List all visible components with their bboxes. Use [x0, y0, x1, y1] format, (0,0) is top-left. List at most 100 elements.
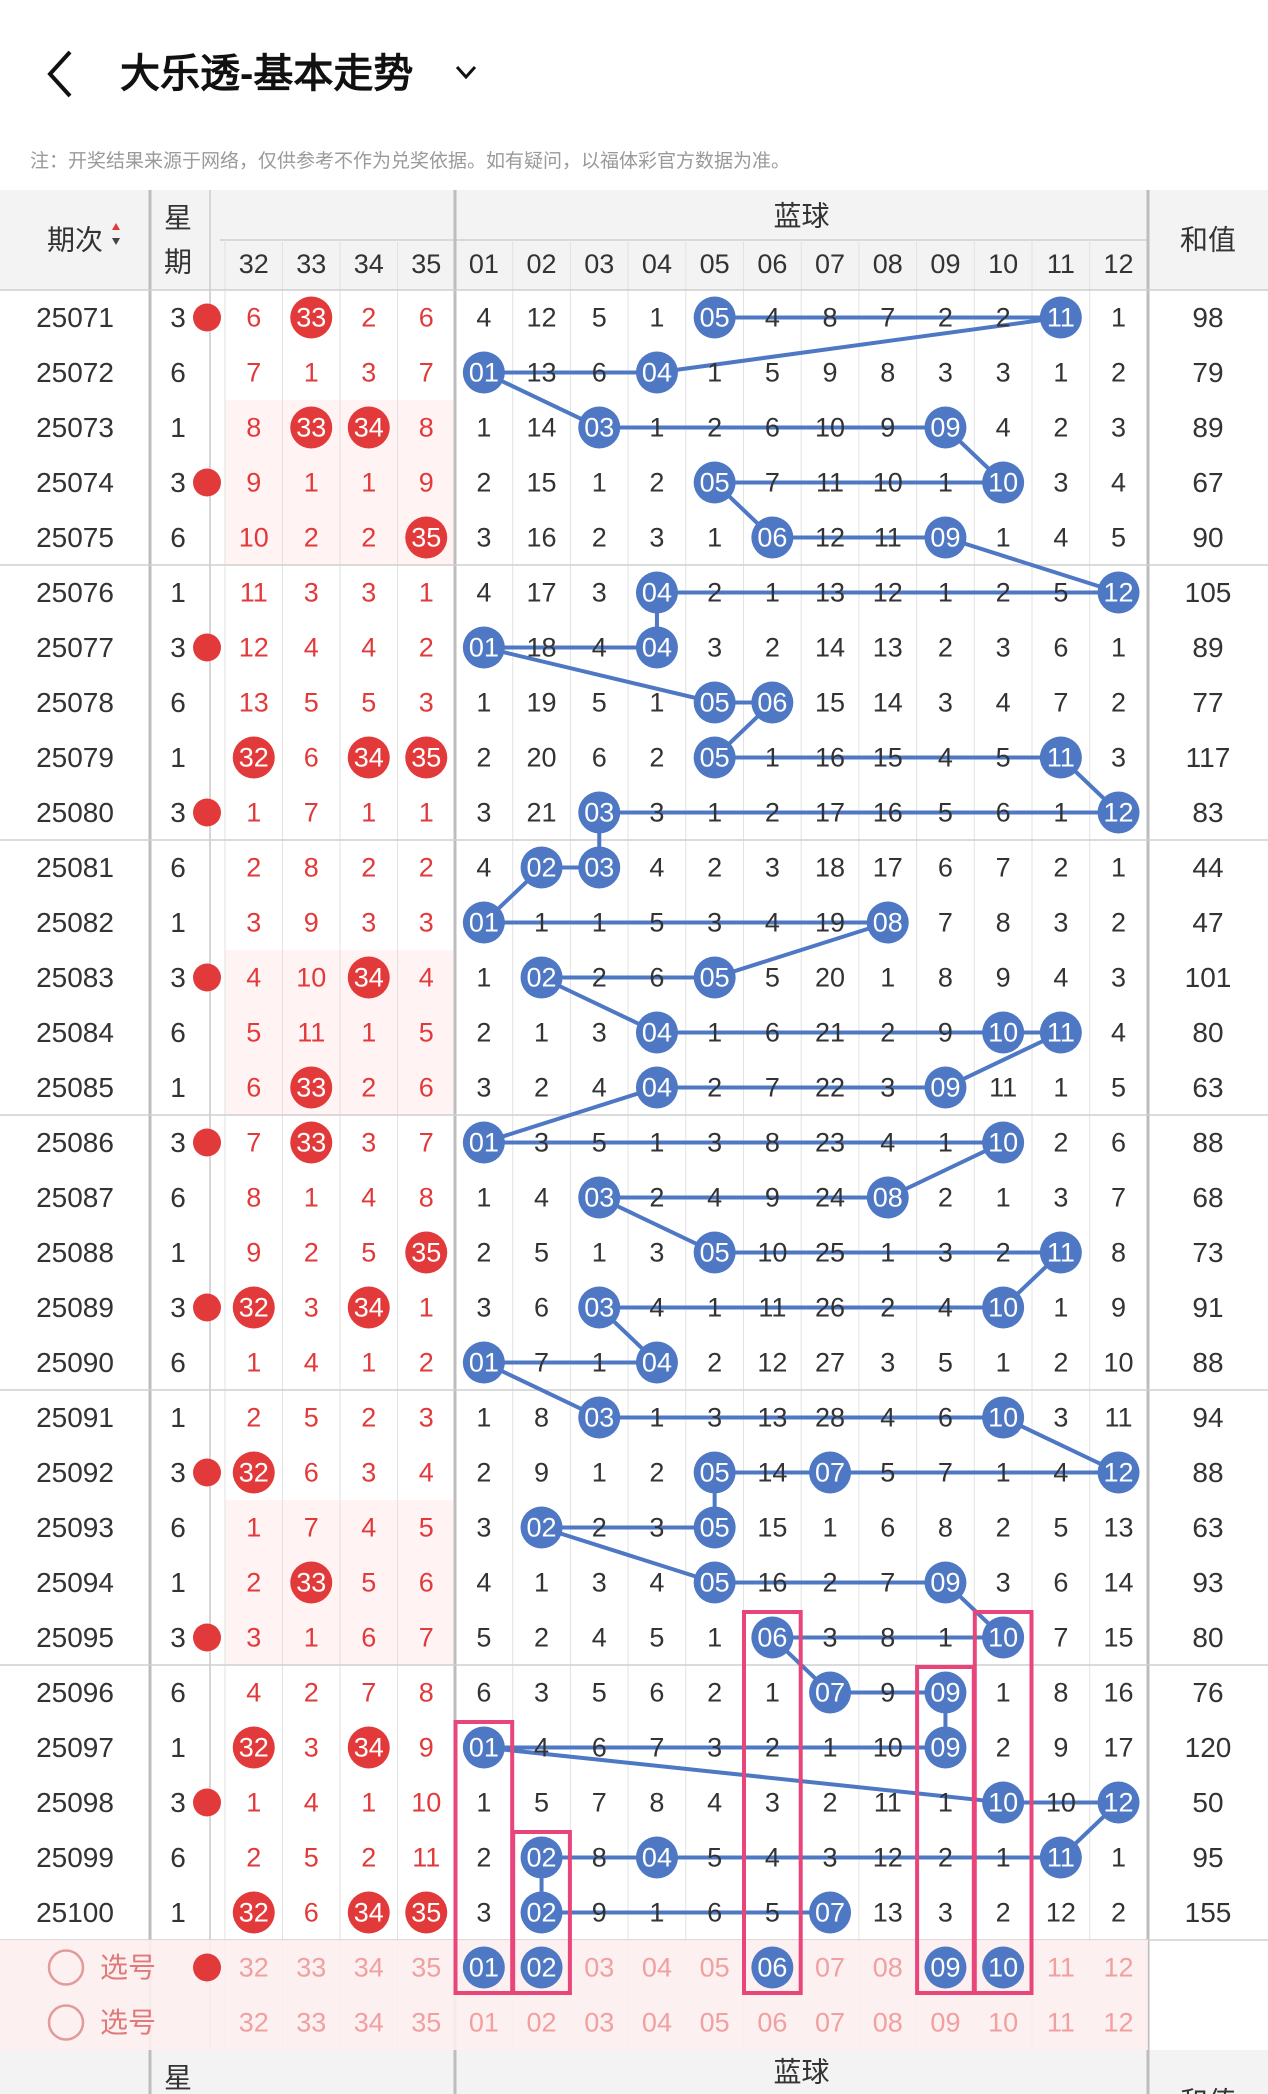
blue-number-header: 10 — [988, 249, 1018, 279]
pick-blue-number[interactable]: 01 — [469, 2008, 499, 2038]
blue-miss-count: 1 — [476, 1788, 491, 1818]
blue-miss-count: 1 — [476, 1403, 491, 1433]
blue-hit-number: 02 — [527, 963, 557, 993]
row-week: 1 — [170, 1567, 186, 1598]
blue-hit-ball — [924, 1671, 967, 1714]
front-miss-count: 3 — [246, 908, 261, 938]
blue-miss-count: 3 — [476, 1898, 491, 1928]
chevron-down-icon[interactable] — [452, 58, 480, 86]
pick-label: 选号 — [100, 1952, 156, 1983]
pick-blue-number[interactable]: 02 — [527, 1953, 557, 1983]
blue-miss-count: 2 — [996, 1898, 1011, 1928]
blue-miss-count: 24 — [815, 1183, 845, 1213]
sort-down-icon[interactable] — [112, 238, 120, 245]
blue-hit-ball — [809, 1451, 852, 1494]
blue-hit-number: 09 — [930, 1678, 960, 1708]
blue-miss-count: 11 — [874, 523, 902, 553]
blue-miss-count: 1 — [1053, 798, 1068, 828]
back-arrow-icon[interactable] — [40, 46, 84, 102]
blue-miss-count: 4 — [592, 1623, 607, 1653]
pick-blue-number[interactable]: 05 — [700, 1953, 730, 1983]
front-miss-count: 8 — [419, 1678, 434, 1708]
pick-radio[interactable] — [47, 1949, 85, 1986]
blue-miss-count: 2 — [592, 1513, 607, 1543]
front-hit-number: 32 — [239, 1458, 269, 1488]
pick-blue-number[interactable]: 05 — [700, 2008, 730, 2038]
front-miss-count: 1 — [361, 1788, 376, 1818]
blue-miss-count: 2 — [649, 1183, 664, 1213]
page-title[interactable]: 大乐透-基本走势 — [120, 52, 414, 96]
pick-blue-number[interactable]: 10 — [988, 1953, 1018, 1983]
blue-miss-count: 1 — [592, 1458, 607, 1488]
pick-blue-number[interactable]: 02 — [527, 2008, 557, 2038]
pick-blue-selected[interactable] — [520, 1946, 563, 1989]
blue-miss-count: 4 — [996, 688, 1011, 718]
pick-blue-number[interactable]: 09 — [930, 2008, 960, 2038]
front-miss-count: 5 — [361, 688, 376, 718]
pick-blue-number[interactable]: 08 — [873, 1953, 903, 1983]
blue-miss-count: 2 — [880, 1018, 895, 1048]
pick-blue-number[interactable]: 01 — [469, 1953, 499, 1983]
front-miss-count: 4 — [304, 1788, 319, 1818]
pick-radio[interactable] — [47, 2004, 85, 2041]
blue-hit-number: 02 — [527, 1843, 557, 1873]
blue-miss-count: 1 — [823, 1733, 838, 1763]
blue-miss-count: 4 — [592, 633, 607, 663]
blue-miss-count: 1 — [649, 1403, 664, 1433]
pick-blue-number[interactable]: 06 — [757, 1953, 787, 1983]
blue-miss-count: 18 — [815, 853, 845, 883]
blue-miss-count: 2 — [707, 578, 722, 608]
pick-blue-number[interactable]: 04 — [642, 2008, 672, 2038]
front-hit-number: 35 — [411, 743, 441, 773]
front-miss-count: 2 — [246, 1403, 261, 1433]
pick-blue-number[interactable]: 12 — [1104, 1953, 1134, 1983]
blue-miss-count: 1 — [938, 1788, 953, 1818]
pick-blue-number[interactable]: 08 — [873, 2008, 903, 2038]
front-miss-count: 2 — [419, 633, 434, 663]
blue-miss-count: 10 — [757, 1238, 787, 1268]
blue-miss-count: 2 — [823, 1568, 838, 1598]
pick-blue-number[interactable]: 03 — [584, 2008, 614, 2038]
pick-blue-number[interactable]: 04 — [642, 1953, 672, 1983]
pick-blue-number[interactable]: 10 — [988, 2008, 1018, 2038]
pick-blue-number[interactable]: 12 — [1104, 2008, 1134, 2038]
row-sum: 83 — [1192, 797, 1223, 828]
row-week: 1 — [170, 1732, 186, 1763]
blue-hit-number: 05 — [700, 1513, 730, 1543]
blue-hit-number: 10 — [988, 1128, 1018, 1158]
blue-miss-count: 7 — [1053, 688, 1068, 718]
blue-number-header: 04 — [642, 249, 672, 279]
blue-number-header: 02 — [527, 249, 557, 279]
blue-miss-count: 4 — [476, 1568, 491, 1598]
front-miss-count: 4 — [419, 1458, 434, 1488]
pick-blue-number[interactable]: 06 — [757, 2008, 787, 2038]
sort-up-icon[interactable] — [112, 223, 120, 230]
blue-miss-count: 2 — [938, 633, 953, 663]
pick-blue-selected[interactable] — [462, 1946, 505, 1989]
blue-miss-count: 2 — [938, 1183, 953, 1213]
pick-blue-selected[interactable] — [982, 1946, 1025, 1989]
pick-blue-selected[interactable] — [751, 1946, 794, 1989]
pick-blue-number[interactable]: 07 — [815, 1953, 845, 1983]
pick-blue-number[interactable]: 03 — [584, 1953, 614, 1983]
pick-blue-number[interactable]: 11 — [1047, 1953, 1075, 1983]
front-miss-count: 1 — [361, 798, 376, 828]
row-sum: 67 — [1192, 467, 1223, 498]
pick-blue-number[interactable]: 11 — [1047, 2008, 1075, 2038]
blue-hit-ball — [982, 1121, 1025, 1164]
pick-blue-number[interactable]: 07 — [815, 2008, 845, 2038]
pick-blue-selected[interactable] — [924, 1946, 967, 1989]
front-miss-count: 6 — [419, 303, 434, 333]
pick-blue-number[interactable]: 09 — [930, 1953, 960, 1983]
row-sum: 73 — [1192, 1237, 1223, 1268]
blue-miss-count: 5 — [765, 963, 780, 993]
row-week: 6 — [170, 852, 186, 883]
blue-hit-number: 04 — [642, 358, 672, 388]
blue-hit-ball — [693, 736, 736, 779]
front-miss-count: 4 — [419, 963, 434, 993]
blue-miss-count: 1 — [649, 413, 664, 443]
blue-miss-count: 16 — [757, 1568, 787, 1598]
blue-hit-ball — [462, 351, 505, 394]
row-issue: 25096 — [36, 1677, 114, 1708]
blue-miss-count: 7 — [1111, 1183, 1126, 1213]
